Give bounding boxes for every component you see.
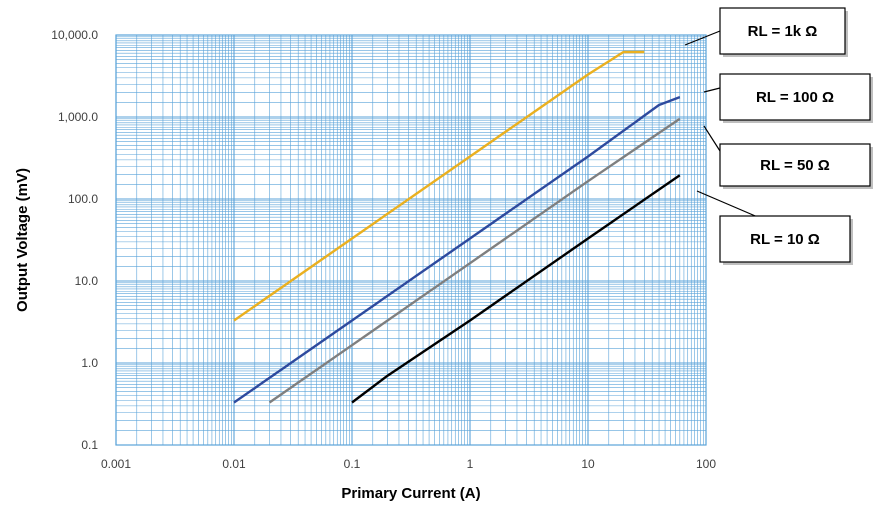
- callout-label: RL = 100 Ω: [756, 89, 834, 106]
- callout-label: RL = 50 Ω: [760, 157, 830, 174]
- callout-label: RL = 1k Ω: [748, 23, 818, 40]
- callout-box: [719, 143, 871, 187]
- x-tick-label: 0.1: [344, 457, 361, 471]
- y-tick-label: 0.1: [81, 438, 98, 452]
- x-tick-labels: 0.001 0.01 0.1 1 10 100: [101, 457, 716, 471]
- y-tick-label: 1.0: [81, 356, 98, 370]
- x-tick-label: 0.001: [101, 457, 131, 471]
- callout-leader: [703, 87, 721, 93]
- x-tick-label: 1: [467, 457, 474, 471]
- series-line: [351, 174, 681, 404]
- series-lines: [233, 50, 681, 404]
- callouts: RL = 1k Ω RL = 100 Ω RL = 50 Ω RL = 10 Ω: [684, 7, 873, 265]
- callout-leader: [684, 30, 721, 46]
- y-tick-labels: 0.1 1.0 10.0 100.0 1,000.0 10,000.0: [51, 28, 98, 452]
- y-axis-title: Output Voltage (mV): [14, 168, 31, 312]
- plot-border: [115, 34, 707, 446]
- y-tick-label: 100.0: [68, 192, 98, 206]
- callout-leader: [703, 125, 721, 152]
- x-tick-label: 10: [581, 457, 595, 471]
- y-tick-label: 10.0: [75, 274, 99, 288]
- y-tick-label: 10,000.0: [51, 28, 98, 42]
- series-line: [268, 117, 681, 404]
- callout-leader: [696, 190, 761, 219]
- x-axis-title: Primary Current (A): [341, 485, 480, 502]
- callout-box: [719, 215, 851, 263]
- series-line: [233, 50, 645, 322]
- callout-box: [719, 73, 871, 121]
- callout-box: [719, 7, 846, 55]
- grid: [115, 35, 706, 446]
- series-line: [233, 95, 681, 404]
- callout-label: RL = 10 Ω: [750, 231, 820, 248]
- x-tick-label: 100: [696, 457, 716, 471]
- x-tick-label: 0.01: [222, 457, 246, 471]
- y-tick-label: 1,000.0: [58, 110, 98, 124]
